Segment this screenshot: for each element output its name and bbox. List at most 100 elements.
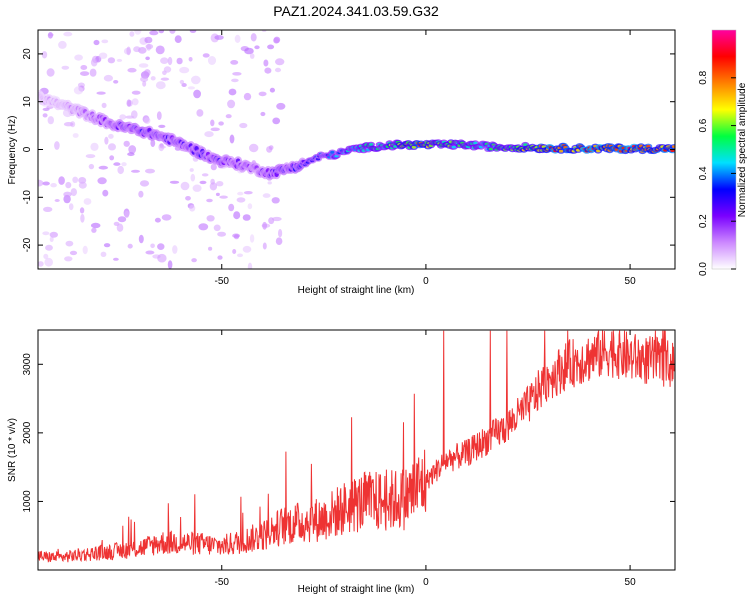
heatmap-noise-cell	[58, 176, 65, 185]
heatmap-noise-cell	[185, 196, 191, 201]
heatmap-noise-cell	[262, 221, 267, 230]
heatmap-noise-cell	[46, 68, 55, 77]
heatmap-ridge-core	[411, 145, 417, 149]
heatmap-noise-cell	[42, 231, 50, 236]
heatmap-noise-cell	[113, 162, 121, 166]
heatmap-noise-cell	[258, 91, 267, 97]
y-tick-label: 2000	[22, 421, 33, 444]
heatmap-noise-cell	[272, 117, 281, 125]
heatmap-noise-cell	[83, 198, 92, 205]
heatmap-noise-cell	[98, 52, 108, 59]
heatmap-noise-cell	[230, 60, 239, 65]
heatmap-noise-cell	[93, 39, 100, 46]
heatmap-noise-cell	[218, 121, 224, 126]
heatmap-noise-cell	[90, 222, 101, 229]
heatmap-noise-cell	[133, 47, 138, 52]
heatmap-noise-cell	[38, 261, 44, 267]
heatmap-noise-cell	[104, 136, 109, 145]
heatmap-noise-cell	[126, 99, 132, 107]
heatmap-noise-cell	[189, 204, 196, 212]
heatmap-noise-cell	[146, 43, 152, 51]
x-tick-label: -50	[215, 276, 230, 287]
heatmap-noise-cell	[236, 197, 246, 203]
heatmap-noise-cell	[65, 240, 74, 247]
heatmap-noise-cell	[116, 58, 123, 62]
heatmap-noise-cell	[210, 163, 217, 171]
heatmap-noise-cell	[232, 249, 237, 254]
heatmap-noise-cell	[49, 236, 54, 242]
colorbar-tick-label: 0.2	[698, 214, 709, 228]
heatmap-noise-cell	[63, 191, 72, 198]
heatmap-noise-cell	[273, 37, 280, 44]
heatmap-noise-cell	[127, 243, 133, 249]
y-tick-label: 1000	[22, 490, 33, 513]
heatmap-noise-cell	[217, 255, 223, 260]
heatmap-noise-cell	[198, 223, 209, 231]
colorbar-tick-label: 0.8	[698, 70, 709, 84]
heatmap-noise-cell	[127, 152, 135, 157]
snr-panel: -50 0 50 1000 2000 3000 Height of straight l…	[7, 329, 676, 595]
snr-frame	[37, 329, 676, 571]
y-tick-label: 3000	[22, 353, 33, 376]
heatmap-noise-cell	[233, 211, 241, 220]
y-tick-label: 0	[22, 146, 33, 152]
heatmap-noise-cell	[228, 88, 237, 96]
y-tick-label: -20	[22, 237, 33, 252]
heatmap-noise-cell	[206, 198, 213, 203]
heatmap-noise-cell	[208, 246, 213, 251]
heatmap-noise-cell	[159, 145, 166, 149]
heatmap-noise-cell	[234, 34, 241, 44]
heatmap-noise-cell	[44, 257, 53, 267]
heatmap-noise-cell	[227, 99, 236, 109]
heatmap-noise-cell	[144, 69, 151, 77]
heatmap-noise-cell	[63, 122, 74, 127]
heatmap-noise-cell	[150, 243, 155, 249]
heatmap-noise-cell	[214, 35, 224, 40]
heatmap-noise-cell	[78, 181, 87, 189]
heatmap-noise-cell	[225, 114, 232, 119]
x-tick-label: 0	[423, 577, 429, 588]
heatmap-noise-cell	[210, 119, 215, 127]
heatmap-noise-cell	[123, 140, 130, 147]
heatmap-noise-cell	[193, 89, 202, 99]
heatmap-noise-cell	[61, 65, 70, 70]
heatmap-noise-cell	[249, 234, 255, 243]
heatmap-noise-cell	[109, 155, 115, 161]
spectrogram-y-axis-label: Frequency (Hz)	[7, 116, 18, 185]
heatmap-noise-cell	[145, 168, 155, 174]
heatmap-noise-cell	[79, 207, 85, 214]
snr-plot-area	[38, 330, 675, 570]
heatmap-noise-cell	[139, 180, 150, 187]
spectrogram-x-ticks: -50 0 50	[215, 30, 637, 287]
heatmap-noise-cell	[145, 56, 150, 61]
heatmap-noise-cell	[163, 66, 172, 73]
heatmap-noise-cell	[167, 260, 173, 269]
heatmap-noise-cell	[64, 256, 73, 262]
y-tick-label: 10	[22, 96, 33, 108]
heatmap-ridge-core	[646, 144, 651, 148]
heatmap-noise-cell	[80, 65, 88, 70]
heatmap-noise-cell	[73, 86, 84, 95]
heatmap-noise-cell	[158, 124, 166, 128]
colorbar-label: Normalized spectral amplitude	[737, 82, 748, 217]
heatmap-noise-cell	[243, 191, 253, 195]
heatmap-noise-cell	[68, 203, 74, 211]
heatmap-noise-cell	[140, 76, 149, 82]
heatmap-noise-cell	[232, 72, 242, 76]
heatmap-noise-cell	[262, 193, 271, 198]
heatmap-noise-cell	[131, 98, 139, 106]
heatmap-noise-cell	[174, 35, 182, 43]
heatmap-noise-cell	[138, 190, 144, 198]
heatmap-noise-cell	[41, 51, 48, 59]
heatmap-noise-cell	[267, 44, 275, 50]
heatmap-noise-cell	[176, 57, 183, 65]
heatmap-noise-cell	[180, 181, 190, 191]
heatmap-noise-cell	[268, 145, 274, 151]
heatmap-noise-cell	[42, 113, 48, 118]
heatmap-noise-cell	[47, 32, 54, 39]
x-tick-label: 50	[625, 276, 637, 287]
heatmap-noise-cell	[271, 197, 280, 204]
heatmap-noise-cell	[160, 77, 170, 81]
heatmap-noise-cell	[237, 191, 244, 196]
